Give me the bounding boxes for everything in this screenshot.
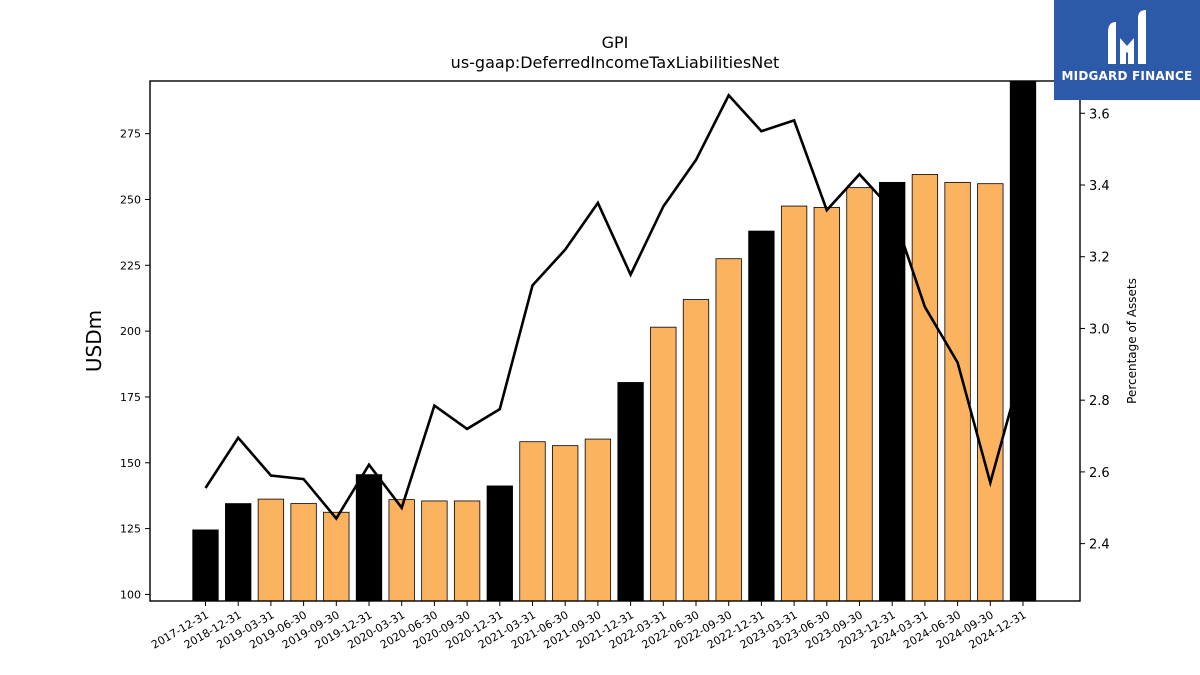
y2-tick-label: 3.4: [1089, 179, 1110, 194]
y2-tick-label: 2.6: [1089, 466, 1110, 481]
bar: [486, 485, 513, 601]
bar: [388, 499, 415, 601]
bar: [846, 187, 873, 601]
y-tick-label: 250: [120, 193, 141, 206]
y2-axis-label: Percentage of Assets: [1125, 278, 1139, 404]
bar: [1009, 81, 1037, 601]
y2-tick-label: 3.2: [1089, 251, 1110, 266]
bar: [682, 299, 710, 601]
y2-tick-label: 3.0: [1089, 322, 1110, 337]
plot-frame: [149, 80, 1081, 602]
logo-brand-text: MIDGARD FINANCE: [1061, 69, 1193, 83]
bar: [650, 326, 677, 601]
y-tick-label: 275: [120, 128, 141, 141]
midgard-finance-logo: MIDGARD FINANCE: [1054, 0, 1200, 100]
bar: [225, 503, 252, 601]
bar: [290, 503, 317, 601]
bar: [323, 511, 350, 601]
y2-tick-label: 3.6: [1089, 107, 1110, 122]
bar: [879, 181, 906, 601]
bar: [257, 498, 285, 601]
y-tick-label: 225: [120, 259, 141, 272]
chart-title: GPI: [601, 33, 629, 52]
bar: [519, 441, 546, 601]
bar: [584, 438, 612, 601]
y-tick-label: 100: [120, 588, 141, 601]
bar: [453, 500, 481, 601]
bars-layer: [192, 81, 1037, 601]
chart-subtitle: us-gaap:DeferredIncomeTaxLiabilitiesNet: [450, 53, 780, 72]
y-tick-label: 150: [120, 457, 141, 470]
bar: [977, 183, 1004, 601]
bar: [780, 205, 808, 601]
line-layer: [204, 93, 1025, 521]
y-tick-label: 125: [120, 523, 141, 536]
bar: [748, 230, 775, 601]
bar: [715, 258, 742, 601]
bar: [911, 174, 939, 601]
y-tick-label: 200: [120, 325, 141, 338]
percentage-line: [204, 93, 1025, 521]
bar: [813, 206, 840, 601]
bar: [617, 382, 644, 601]
y-tick-label: 175: [120, 391, 141, 404]
bar: [355, 474, 383, 601]
bar: [421, 500, 448, 601]
y2-tick-label: 2.8: [1089, 394, 1110, 409]
bar: [552, 445, 579, 601]
y2-tick-label: 2.4: [1089, 538, 1110, 553]
y-axis-label: USDm: [82, 310, 106, 372]
bar: [192, 529, 219, 601]
midgard-m-logo-icon: [1108, 10, 1146, 64]
